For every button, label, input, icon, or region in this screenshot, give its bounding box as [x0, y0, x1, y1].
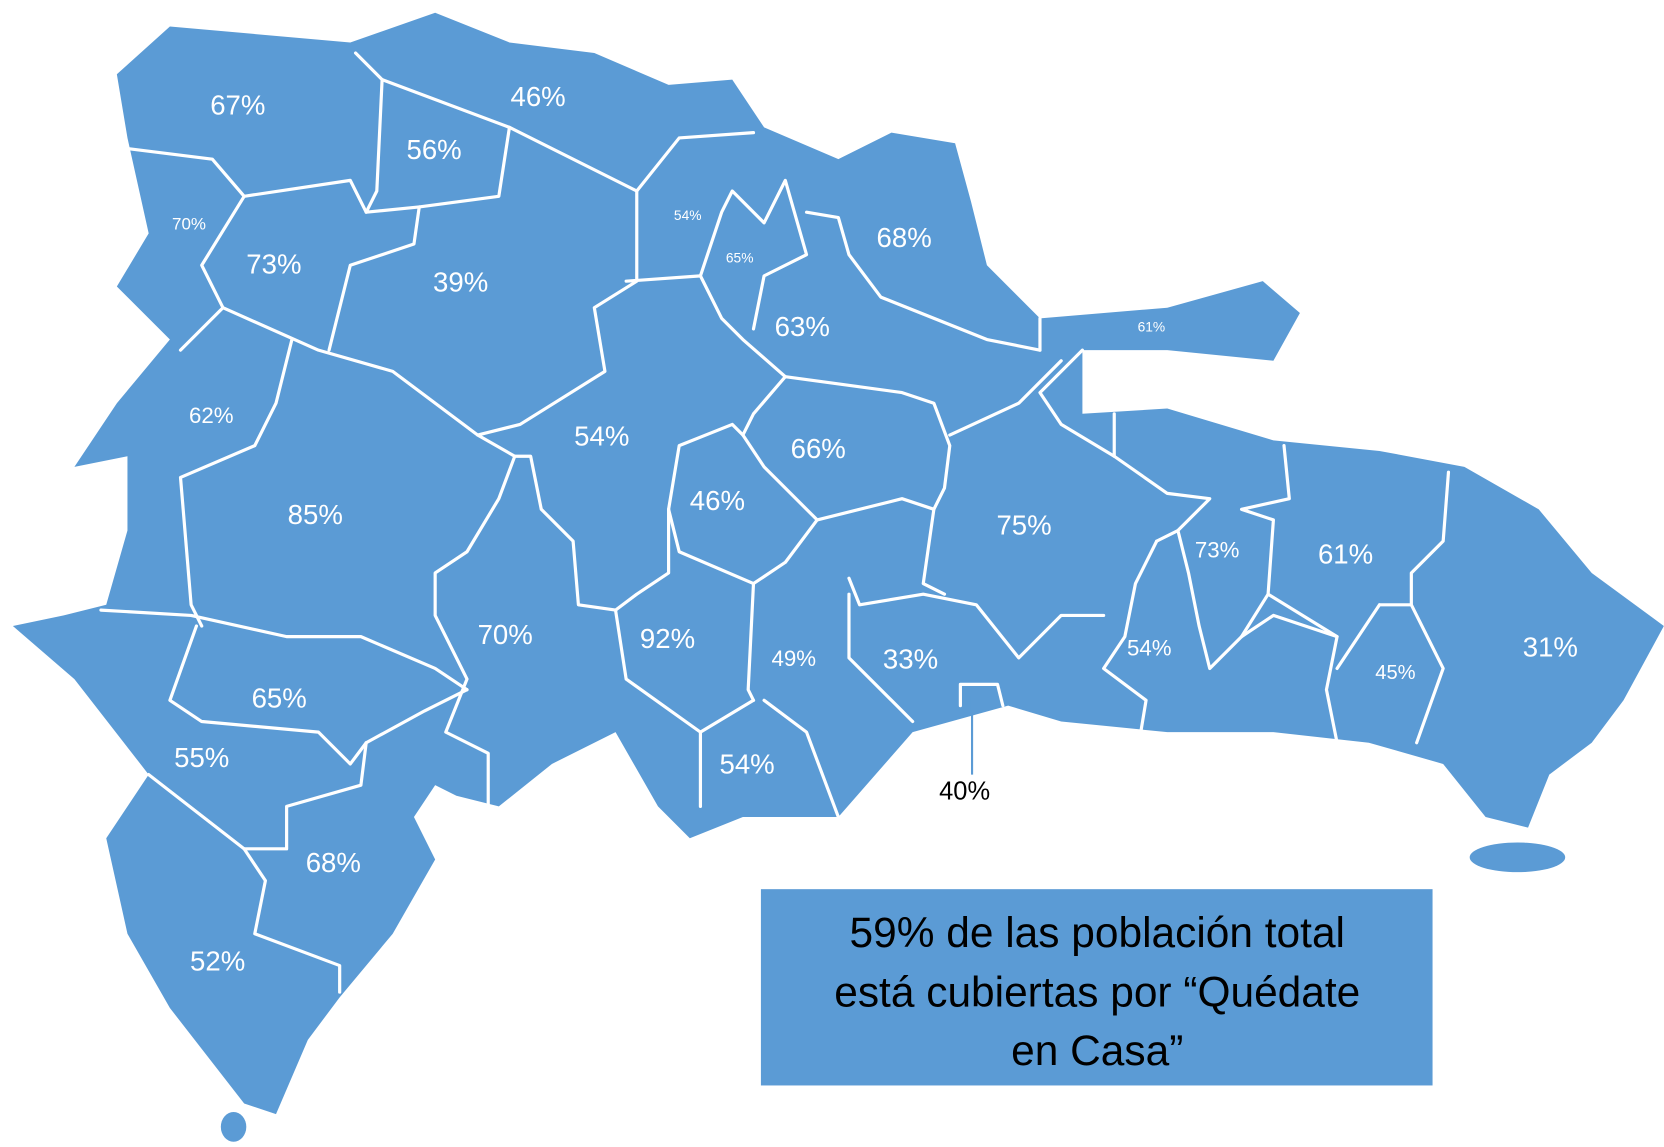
region-label: 52% [190, 946, 245, 977]
region-label: 61% [1318, 538, 1373, 569]
note-line: está cubiertas por “Quédate [834, 968, 1360, 1015]
border [783, 375, 952, 596]
region-label: 45% [1375, 662, 1415, 684]
region-label: 85% [288, 499, 343, 530]
region-label: 61% [1138, 320, 1166, 335]
region-label: 70% [478, 619, 533, 650]
region-label: 73% [246, 249, 301, 280]
border [1377, 603, 1445, 745]
border [353, 51, 756, 193]
region-label: 49% [772, 646, 817, 671]
beata-island [220, 1111, 247, 1142]
region-label: 65% [726, 251, 754, 266]
mainland [12, 12, 1664, 1115]
region-label: 31% [1523, 632, 1578, 663]
region-label: 54% [1127, 635, 1172, 660]
country-shape [12, 12, 1664, 1142]
province-borders [99, 51, 1451, 994]
region-label: 65% [252, 683, 307, 714]
region-label: 70% [172, 214, 206, 233]
border [847, 576, 1106, 660]
region-label: 33% [883, 643, 938, 674]
border [847, 592, 915, 724]
border [948, 359, 1063, 437]
border [751, 518, 819, 586]
region-label: 68% [877, 222, 932, 253]
region-label: 67% [210, 89, 265, 120]
border [624, 274, 787, 702]
region-label: 39% [433, 267, 488, 298]
border [804, 210, 1042, 352]
region-label: 63% [775, 311, 830, 342]
border [168, 624, 469, 766]
border [513, 454, 703, 808]
border [433, 433, 517, 808]
border [613, 507, 671, 612]
region-labels: 67% 46% 56% 70% 73% 39% 54% 65% 68% 63% 61% 62% 54% 6… [172, 81, 1578, 977]
region-label: 56% [407, 134, 462, 165]
region-label: 62% [189, 403, 234, 428]
border [364, 77, 512, 214]
region-label: 54% [574, 420, 629, 451]
border [958, 682, 1005, 708]
region-label: 55% [174, 742, 229, 773]
border [242, 847, 342, 994]
saona-island [1469, 842, 1566, 873]
region-label: 68% [306, 847, 361, 878]
region-label: 54% [674, 208, 702, 223]
border [147, 741, 368, 851]
region-label: 75% [996, 510, 1051, 541]
border [1239, 613, 1339, 639]
note-line: en Casa” [1011, 1027, 1183, 1074]
border [1102, 539, 1159, 734]
border [1335, 603, 1382, 671]
border [178, 337, 294, 628]
region-label: 66% [791, 433, 846, 464]
note-line: 59% de las población total [850, 909, 1345, 956]
region-label: 54% [720, 748, 775, 779]
note-box [760, 889, 1433, 1086]
border [99, 608, 469, 692]
border [762, 698, 840, 819]
region-label: 40% [939, 777, 990, 805]
border [1176, 444, 1291, 671]
border [698, 178, 809, 331]
region-label: 46% [510, 81, 565, 112]
border [1409, 470, 1451, 607]
border [1038, 348, 1212, 543]
region-label: 92% [640, 623, 695, 654]
region-label: 73% [1195, 538, 1240, 563]
border [698, 698, 756, 734]
region-label: 46% [690, 485, 745, 516]
border [178, 306, 225, 352]
border [327, 205, 421, 352]
border [1266, 592, 1339, 745]
